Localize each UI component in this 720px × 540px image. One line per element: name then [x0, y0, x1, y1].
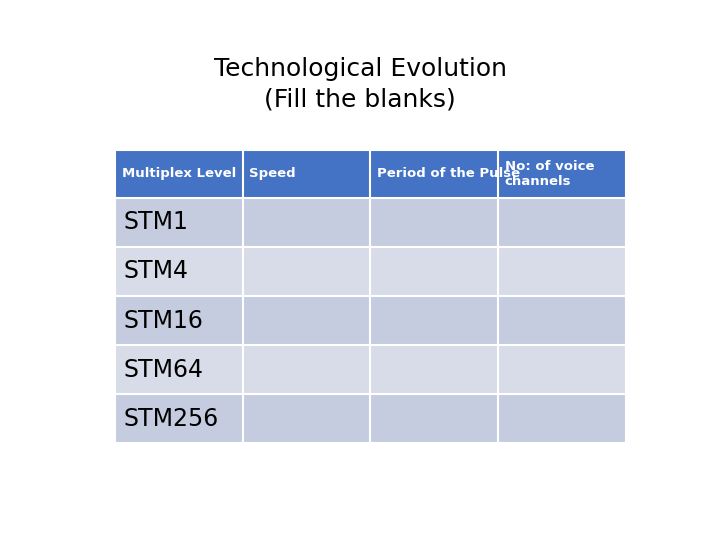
Text: No: of voice
channels: No: of voice channels [505, 160, 594, 188]
Text: Technological Evolution
(Fill the blanks): Technological Evolution (Fill the blanks… [214, 57, 506, 111]
Bar [370, 394, 498, 443]
Bar [370, 247, 498, 296]
Bar [498, 198, 626, 247]
Text: STM256: STM256 [124, 407, 219, 430]
Bar [115, 247, 243, 296]
Bar [115, 296, 243, 345]
Bar [370, 150, 498, 198]
Text: Multiplex Level: Multiplex Level [122, 167, 236, 180]
Bar [370, 345, 498, 394]
Bar [115, 394, 243, 443]
Bar [370, 296, 498, 345]
Bar [498, 296, 626, 345]
Text: Period of the Pulse: Period of the Pulse [377, 167, 521, 180]
Bar [115, 198, 243, 247]
Bar [370, 198, 498, 247]
Bar [243, 150, 370, 198]
Bar [243, 394, 370, 443]
Bar [243, 296, 370, 345]
Bar [243, 198, 370, 247]
Text: STM1: STM1 [124, 211, 189, 234]
Text: STM4: STM4 [124, 259, 189, 284]
Bar [498, 394, 626, 443]
Bar [498, 247, 626, 296]
Text: STM64: STM64 [124, 357, 204, 382]
Bar [115, 345, 243, 394]
Bar [498, 345, 626, 394]
Text: Speed: Speed [249, 167, 296, 180]
Bar [115, 150, 243, 198]
Text: STM16: STM16 [124, 308, 203, 333]
Bar [243, 247, 370, 296]
Bar [498, 150, 626, 198]
Bar [243, 345, 370, 394]
